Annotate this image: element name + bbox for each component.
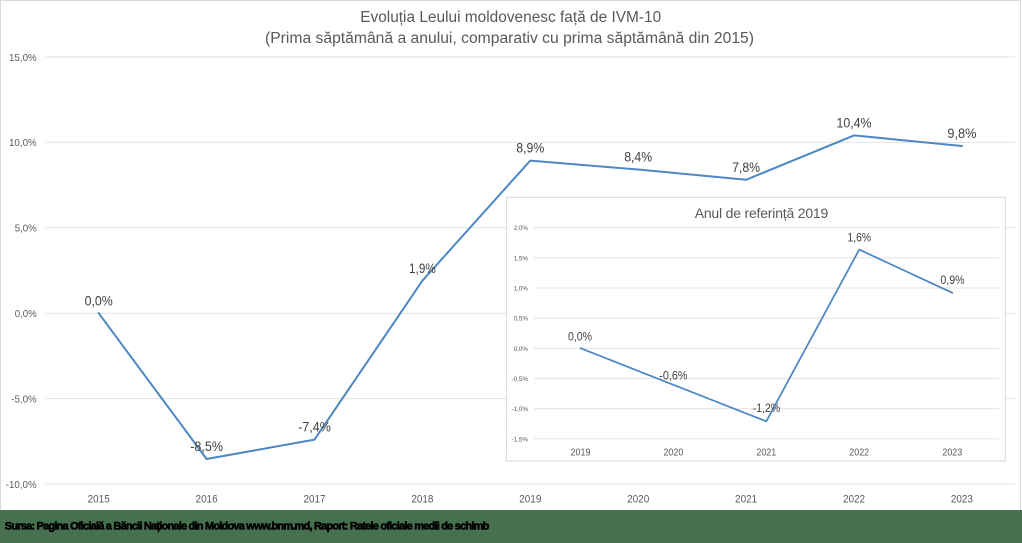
svg-text:2015: 2015 xyxy=(88,494,110,506)
svg-text:1,6%: 1,6% xyxy=(848,232,872,244)
svg-text:-5,0%: -5,0% xyxy=(11,393,37,405)
svg-text:2023: 2023 xyxy=(942,447,962,458)
svg-text:-0,6%: -0,6% xyxy=(659,371,687,383)
svg-text:-10,0%: -10,0% xyxy=(6,479,37,491)
svg-text:8,4%: 8,4% xyxy=(624,150,652,165)
svg-text:8,9%: 8,9% xyxy=(516,141,544,156)
svg-text:7,8%: 7,8% xyxy=(732,160,760,175)
svg-text:1,9%: 1,9% xyxy=(409,261,436,276)
svg-text:2019: 2019 xyxy=(571,447,591,458)
svg-text:9,8%: 9,8% xyxy=(947,126,976,141)
svg-text:2016: 2016 xyxy=(196,494,218,506)
svg-text:1,0%: 1,0% xyxy=(514,286,528,293)
svg-text:0,0%: 0,0% xyxy=(514,346,528,353)
svg-text:0,0%: 0,0% xyxy=(568,331,592,343)
svg-text:0,5%: 0,5% xyxy=(514,316,528,323)
svg-text:2018: 2018 xyxy=(411,494,433,506)
svg-text:-8,5%: -8,5% xyxy=(190,439,223,454)
svg-text:5,0%: 5,0% xyxy=(15,223,37,235)
svg-text:2020: 2020 xyxy=(627,494,649,506)
svg-text:2017: 2017 xyxy=(303,494,325,506)
svg-text:(Prima săptămână a anului, com: (Prima săptămână a anului, comparativ cu… xyxy=(265,30,754,47)
svg-text:Sursa: Pagina Oficială a Bănci: Sursa: Pagina Oficială a Băncii Național… xyxy=(5,521,490,533)
svg-text:-1,0%: -1,0% xyxy=(512,406,529,413)
svg-text:-7,4%: -7,4% xyxy=(298,420,331,435)
svg-text:2,0%: 2,0% xyxy=(514,225,528,232)
svg-text:-0,5%: -0,5% xyxy=(512,376,529,383)
svg-text:0,0%: 0,0% xyxy=(85,293,113,308)
svg-text:10,4%: 10,4% xyxy=(837,116,872,131)
svg-text:2022: 2022 xyxy=(849,447,869,458)
svg-text:0,0%: 0,0% xyxy=(15,308,37,320)
svg-text:2020: 2020 xyxy=(663,447,683,458)
svg-text:Evoluția Leului moldovenesc fa: Evoluția Leului moldovenesc față de IVM-… xyxy=(360,9,661,26)
svg-text:1,5%: 1,5% xyxy=(514,255,528,262)
svg-text:10,0%: 10,0% xyxy=(9,137,37,149)
svg-text:2019: 2019 xyxy=(519,494,541,506)
svg-text:15,0%: 15,0% xyxy=(9,52,37,64)
svg-text:-1,5%: -1,5% xyxy=(512,436,529,443)
svg-text:2022: 2022 xyxy=(843,494,865,506)
svg-text:Anul de referință 2019: Anul de referință 2019 xyxy=(695,205,829,221)
svg-text:2021: 2021 xyxy=(756,447,776,458)
svg-text:2023: 2023 xyxy=(951,494,973,506)
svg-text:2021: 2021 xyxy=(735,494,757,506)
svg-text:0,9%: 0,9% xyxy=(940,275,964,287)
svg-text:-1,2%: -1,2% xyxy=(753,403,780,415)
